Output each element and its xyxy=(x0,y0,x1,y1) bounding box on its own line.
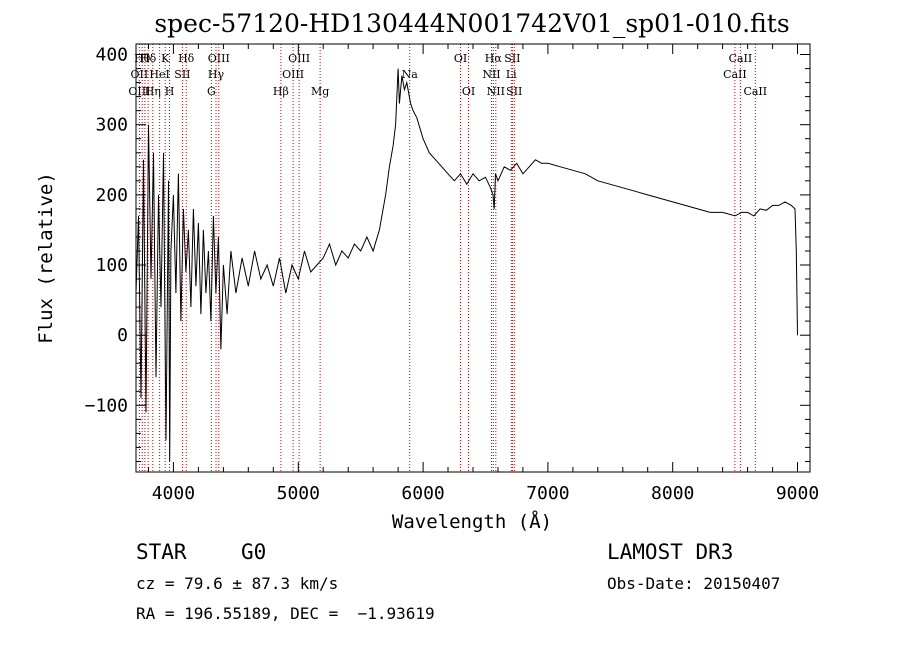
x-tick-label-9000: 9000 xyxy=(776,483,819,504)
line-label-19: OI xyxy=(462,85,475,98)
line-label-18: OI xyxy=(454,52,467,65)
redshift-line: cz = 79.6 ± 87.3 km/s xyxy=(136,574,339,593)
x-axis-ticks: 4000 5000 6000 7000 8000 9000 xyxy=(148,44,819,504)
line-label-14: OIII xyxy=(288,52,310,65)
line-label-23: SII xyxy=(504,52,520,65)
line-label-4: Hη xyxy=(145,85,161,98)
line-label-10: OIII xyxy=(208,52,230,65)
line-label-1: OII xyxy=(131,68,149,81)
y-tick-label-300: 300 xyxy=(95,115,128,136)
chart-title: spec-57120-HD130444N001742V01_sp01-010.f… xyxy=(154,9,789,38)
y-tick-label-200: 200 xyxy=(95,185,128,206)
line-label-9: Hδ xyxy=(178,52,195,65)
coordinates-line: RA = 196.55189, DEC = −1.93619 xyxy=(136,604,435,623)
x-tick-label-6000: 6000 xyxy=(401,483,444,504)
line-label-27: CaII xyxy=(723,68,747,81)
line-label-0: Hδ xyxy=(140,52,157,65)
y-tick-label-400: 400 xyxy=(95,45,128,66)
line-label-11: Hγ xyxy=(208,68,225,81)
object-class: STAR xyxy=(136,540,187,564)
x-tick-label-8000: 8000 xyxy=(651,483,694,504)
x-axis-label: Wavelength (Å) xyxy=(392,510,552,533)
line-label-2: OIII xyxy=(128,85,150,98)
obs-date: Obs-Date: 20150407 xyxy=(607,574,781,593)
line-label-24: Li xyxy=(506,68,517,81)
plot-frame xyxy=(135,43,811,473)
x-tick-label-4000: 4000 xyxy=(152,483,195,504)
line-label-12: G xyxy=(207,85,216,98)
y-axis-ticks: −100 0 100 200 300 400 xyxy=(85,45,810,462)
y-tick-label--100: −100 xyxy=(85,395,128,416)
x-tick-label-5000: 5000 xyxy=(277,483,320,504)
line-label-3: Hθ xyxy=(134,52,151,65)
line-label-16: Mg xyxy=(311,85,329,98)
line-label-7: H xyxy=(165,85,175,98)
line-label-20: Hα xyxy=(485,52,503,65)
line-label-15: OIII xyxy=(282,68,304,81)
line-label-26: CaII xyxy=(729,52,753,65)
line-label-21: NII xyxy=(482,68,500,81)
line-label-8: SII xyxy=(174,68,190,81)
flux-series-line xyxy=(135,68,798,462)
survey-label: LAMOST DR3 xyxy=(607,540,734,564)
line-label-5: HeI xyxy=(149,68,169,81)
y-tick-label-0: 0 xyxy=(117,325,128,346)
line-label-17: Na xyxy=(402,68,419,81)
line-label-22: NII xyxy=(487,85,505,98)
y-tick-label-100: 100 xyxy=(95,255,128,276)
object-subclass: G0 xyxy=(241,540,267,564)
x-tick-label-7000: 7000 xyxy=(526,483,569,504)
line-label-13: Hβ xyxy=(273,85,289,98)
line-label-6: K xyxy=(161,52,170,65)
line-label-25: SII xyxy=(506,85,522,98)
line-label-28: CaII xyxy=(743,85,767,98)
y-axis-label: Flux (relative) xyxy=(35,172,57,344)
emission-line-labels: Hδ OII OIII Hθ Hη HeI K H SII Hδ OIII Hγ G Hβ OIII OIII… xyxy=(128,52,767,98)
